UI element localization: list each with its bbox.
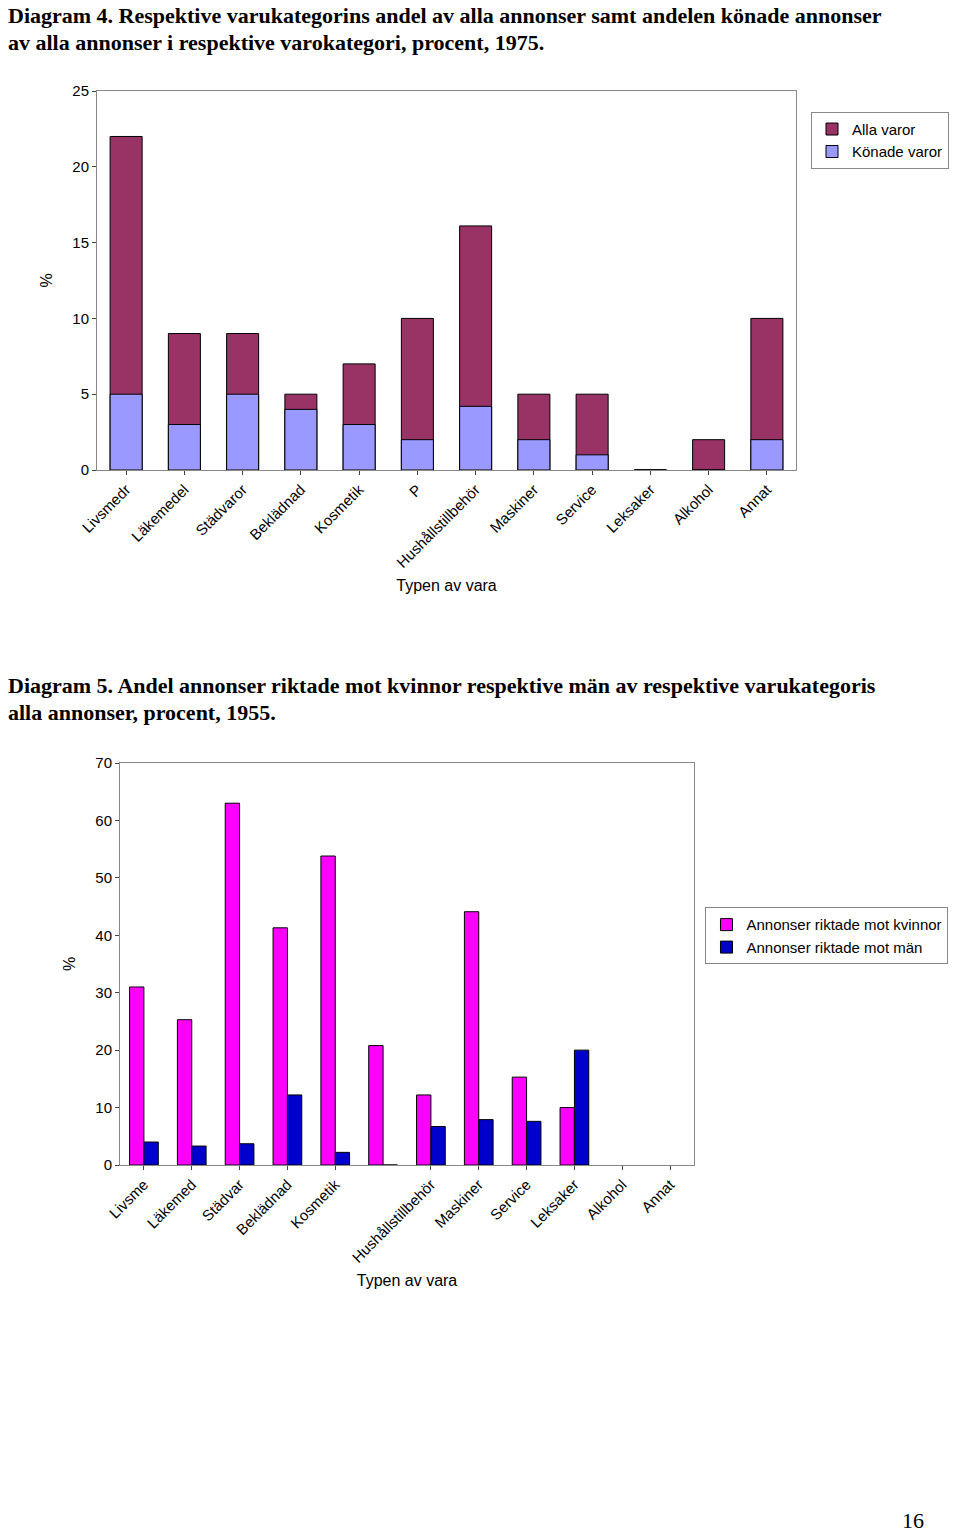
svg-text:Typen av vara: Typen av vara xyxy=(357,1272,458,1289)
svg-text:0: 0 xyxy=(81,461,89,478)
svg-text:Leksaker: Leksaker xyxy=(527,1176,582,1231)
svg-text:70: 70 xyxy=(95,754,112,771)
svg-text:Kosmetik: Kosmetik xyxy=(287,1176,343,1232)
svg-text:Annonser riktade mot kvinnor: Annonser riktade mot kvinnor xyxy=(746,916,941,933)
svg-text:25: 25 xyxy=(72,82,89,99)
svg-text:Annat: Annat xyxy=(735,480,775,520)
svg-text:60: 60 xyxy=(95,812,112,829)
svg-text:50: 50 xyxy=(95,869,112,886)
svg-text:Annonser riktade mot män: Annonser riktade mot män xyxy=(746,939,922,956)
svg-text:Alla varor: Alla varor xyxy=(852,121,915,138)
svg-text:Städvaror: Städvaror xyxy=(192,481,250,539)
svg-text:Livsmedr: Livsmedr xyxy=(78,481,133,536)
html-text:Diagram 5. Andel annonser rikt: Diagram 5. Andel annonser riktade mot kv… xyxy=(8,673,876,725)
svg-text:Service: Service xyxy=(487,1176,534,1223)
svg-text:Hushållstillbehör: Hushållstillbehör xyxy=(348,1176,438,1266)
svg-text:40: 40 xyxy=(95,927,112,944)
svg-text:P: P xyxy=(406,481,425,500)
svg-text:Alkohol: Alkohol xyxy=(583,1176,630,1223)
svg-text:20: 20 xyxy=(72,158,89,175)
svg-text:%: % xyxy=(38,273,55,287)
html-text:16: 16 xyxy=(902,1508,924,1533)
svg-text:Beklädnad: Beklädnad xyxy=(233,1176,295,1238)
svg-text:30: 30 xyxy=(95,984,112,1001)
svg-text:0: 0 xyxy=(104,1156,112,1173)
svg-text:Läkemedel: Läkemedel xyxy=(128,481,192,545)
svg-text:Maskiner: Maskiner xyxy=(486,481,541,536)
svg-text:Annat: Annat xyxy=(638,1175,678,1215)
svg-text:15: 15 xyxy=(72,234,89,251)
svg-text:Kosmetik: Kosmetik xyxy=(311,481,367,537)
svg-text:Beklädnad: Beklädnad xyxy=(246,481,308,543)
svg-text:5: 5 xyxy=(81,385,89,402)
svg-text:20: 20 xyxy=(95,1041,112,1058)
svg-text:Alkohol: Alkohol xyxy=(669,481,716,528)
svg-text:Leksaker: Leksaker xyxy=(603,481,658,536)
svg-text:Typen av vara: Typen av vara xyxy=(396,577,497,594)
svg-text:Hushållstillbehör: Hushållstillbehör xyxy=(393,481,483,571)
svg-text:%: % xyxy=(61,957,78,971)
html-text:Diagram 4. Respektive varukate: Diagram 4. Respektive varukategorins and… xyxy=(8,3,882,55)
svg-text:10: 10 xyxy=(72,310,89,327)
svg-text:Städvar: Städvar xyxy=(198,1176,247,1225)
svg-text:Service: Service xyxy=(552,481,599,528)
svg-text:Maskiner: Maskiner xyxy=(431,1176,486,1231)
svg-text:Livsme: Livsme xyxy=(106,1176,152,1222)
svg-text:Läkemed: Läkemed xyxy=(144,1176,200,1232)
svg-text:10: 10 xyxy=(95,1099,112,1116)
svg-text:Könade varor: Könade varor xyxy=(852,143,942,160)
